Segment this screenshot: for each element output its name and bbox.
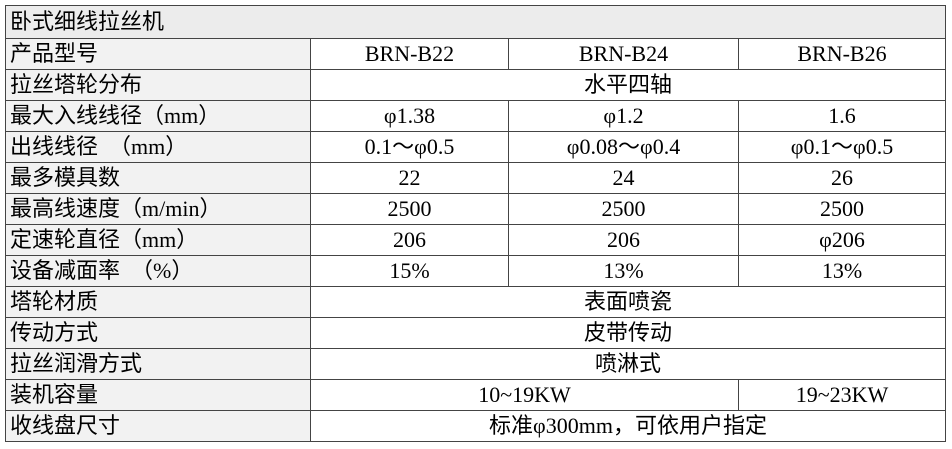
cell: 13% bbox=[508, 255, 739, 287]
cell: 标准φ300mm，可依用户指定 bbox=[309, 410, 947, 442]
cell: 皮带传动 bbox=[309, 317, 947, 349]
table-row: 塔轮材质 表面喷瓷 bbox=[5, 286, 947, 318]
row-header: 定速轮直径（mm） bbox=[5, 224, 311, 256]
cell: φ206 bbox=[737, 224, 947, 256]
table-row: 定速轮直径（mm） 206 206 φ206 bbox=[5, 224, 947, 256]
row-header: 设备减面率 （%） bbox=[5, 255, 311, 287]
cell: φ0.1～φ0.5 bbox=[737, 131, 947, 163]
row-header: 传动方式 bbox=[5, 317, 311, 349]
cell: 19~23KW bbox=[737, 379, 947, 411]
cell: φ1.2 bbox=[508, 100, 739, 132]
title-row: 卧式细线拉丝机 bbox=[4, 5, 947, 39]
row-header: 装机容量 bbox=[5, 379, 311, 411]
row-header: 出线线径 （mm） bbox=[5, 131, 311, 163]
table-row: 最多模具数 22 24 26 bbox=[5, 162, 947, 194]
table-row: 装机容量 10~19KW 19~23KW bbox=[5, 379, 947, 411]
cell: 15% bbox=[310, 255, 509, 287]
cell: 26 bbox=[737, 162, 947, 194]
row-header: 最多模具数 bbox=[5, 162, 311, 194]
cell: 22 bbox=[310, 162, 509, 194]
row-header: 拉丝塔轮分布 bbox=[5, 69, 311, 101]
cell: φ0.08～φ0.4 bbox=[508, 131, 739, 163]
row-header: 最高线速度（m/min） bbox=[5, 193, 311, 225]
cell: BRN-B24 bbox=[508, 38, 739, 70]
row-header: 最大入线线径（mm） bbox=[5, 100, 311, 132]
cell: 0.1～φ0.5 bbox=[310, 131, 509, 163]
table-row: 产品型号 BRN-B22 BRN-B24 BRN-B26 bbox=[5, 38, 947, 70]
cell: 喷淋式 bbox=[309, 348, 947, 380]
cell: 2500 bbox=[508, 193, 739, 225]
table-row: 最大入线线径（mm） φ1.38 φ1.2 1.6 bbox=[5, 100, 947, 132]
row-header: 收线盘尺寸 bbox=[5, 410, 311, 442]
cell: 水平四轴 bbox=[309, 69, 947, 101]
table-row: 设备减面率 （%） 15% 13% 13% bbox=[5, 255, 947, 287]
row-header: 拉丝润滑方式 bbox=[5, 348, 311, 380]
cell: BRN-B26 bbox=[737, 38, 947, 70]
cell: 2500 bbox=[737, 193, 947, 225]
table-row: 拉丝塔轮分布 水平四轴 bbox=[5, 69, 947, 101]
cell: 13% bbox=[737, 255, 947, 287]
cell: 10~19KW bbox=[310, 379, 739, 411]
cell: 1.6 bbox=[737, 100, 947, 132]
table-row: 收线盘尺寸 标准φ300mm，可依用户指定 bbox=[5, 410, 947, 442]
row-header: 产品型号 bbox=[5, 38, 311, 70]
table-row: 最高线速度（m/min） 2500 2500 2500 bbox=[5, 193, 947, 225]
table-row: 传动方式 皮带传动 bbox=[5, 317, 947, 349]
table-body: 卧式细线拉丝机 产品型号 BRN-B22 BRN-B24 BRN-B26 拉丝塔轮分布水… bbox=[4, 5, 947, 442]
cell: φ1.38 bbox=[310, 100, 509, 132]
table-row: 拉丝润滑方式 喷淋式 bbox=[5, 348, 947, 380]
table-row: 出线线径 （mm） 0.1～φ0.5 φ0.08～φ0.4 φ0.1～φ0.5 bbox=[5, 131, 947, 163]
table-title: 卧式细线拉丝机 bbox=[4, 5, 947, 39]
cell: BRN-B22 bbox=[310, 38, 509, 70]
cell: 表面喷瓷 bbox=[309, 286, 947, 318]
cell: 206 bbox=[310, 224, 509, 256]
spec-table: 卧式细线拉丝机 产品型号 BRN-B22 BRN-B24 BRN-B26 拉丝塔轮分布水… bbox=[4, 5, 947, 442]
cell: 2500 bbox=[310, 193, 509, 225]
cell: 24 bbox=[508, 162, 739, 194]
row-header: 塔轮材质 bbox=[5, 286, 311, 318]
cell: 206 bbox=[508, 224, 739, 256]
